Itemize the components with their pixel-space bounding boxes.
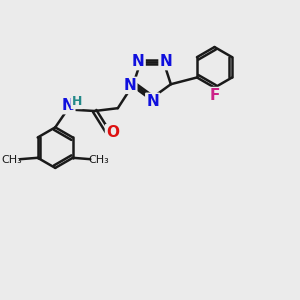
Text: N: N	[146, 94, 159, 109]
Text: N: N	[124, 78, 136, 93]
Text: O: O	[106, 125, 119, 140]
Text: N: N	[61, 98, 74, 113]
Text: N: N	[160, 54, 172, 69]
Text: F: F	[210, 88, 220, 103]
Text: H: H	[72, 95, 82, 108]
Text: CH₃: CH₃	[88, 155, 109, 165]
Text: CH₃: CH₃	[2, 155, 22, 165]
Text: N: N	[132, 54, 145, 69]
